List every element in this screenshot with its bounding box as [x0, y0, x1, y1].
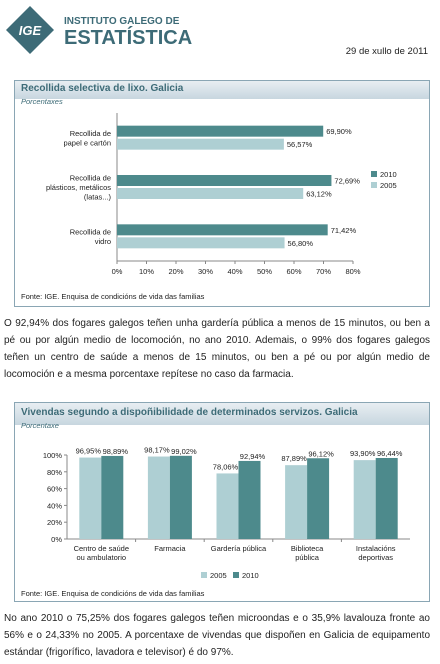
- x-tick-label: 50%: [257, 267, 272, 276]
- bar-2010: [307, 458, 330, 539]
- category-label: (latas...): [84, 193, 112, 202]
- legend-label: 2010: [380, 170, 397, 179]
- bar-2005: [117, 138, 284, 150]
- category-label: Recollida de: [70, 228, 111, 237]
- data-label: 87,89%: [281, 454, 307, 463]
- x-tick-label: 20%: [168, 267, 183, 276]
- x-tick-label: 30%: [198, 267, 213, 276]
- data-label: 56,80%: [288, 239, 314, 248]
- legend-swatch-2005: [371, 182, 377, 188]
- chart-subtitle: Porcentaxes: [21, 97, 63, 106]
- y-tick-label: 60%: [47, 485, 62, 494]
- x-tick-label: 60%: [286, 267, 301, 276]
- bar-2010: [238, 460, 261, 539]
- bar-2005: [216, 473, 239, 539]
- data-label: 63,12%: [306, 190, 332, 199]
- category-label: Farmacia: [154, 544, 186, 553]
- ige-logo: IGE INSTITUTO GALEGO DE ESTATÍSTICA: [4, 4, 204, 56]
- category-label: pública: [295, 553, 320, 562]
- bar-2005: [353, 460, 376, 539]
- chart-header: [15, 81, 429, 99]
- chart-subtitle: Porcentaxe: [21, 421, 59, 430]
- chart-header: [15, 403, 429, 425]
- data-label: 98,89%: [103, 447, 129, 456]
- legend-label: 2010: [242, 571, 259, 580]
- legend-swatch-2010: [233, 572, 239, 578]
- chart2-plot: 0% 20% 40% 60% 80% 100% 96,95% 98,89% Centro de …: [43, 446, 410, 580]
- data-label: 92,94%: [240, 452, 266, 461]
- logo-diamond-icon: [6, 6, 54, 54]
- chart-source: Fonte: IGE. Enquisa de condicións de vid…: [21, 292, 205, 301]
- chart-source: Fonte: IGE. Enquisa de condicións de vid…: [21, 589, 205, 598]
- bar-2010: [101, 455, 124, 539]
- bar-2005: [117, 188, 304, 199]
- x-tick-label: 10%: [139, 267, 154, 276]
- category-label: plásticos, metálicos: [46, 183, 111, 192]
- paragraph-1: O 92,94% dos fogares galegos teñen unha …: [4, 318, 430, 380]
- data-label: 96,95%: [76, 447, 102, 456]
- data-label: 71,42%: [331, 226, 357, 235]
- bar-2010: [169, 455, 192, 539]
- chart1-plot: 0% 10% 20% 30% 40% 50% 60% 70% 80% 69,90% 56,57% Re…: [46, 113, 397, 276]
- data-label: 99,02%: [171, 447, 197, 456]
- bar-2005: [79, 457, 102, 539]
- chart-services-availability: Vivendas segundo a dispoñibilidade de de…: [14, 402, 430, 602]
- y-tick-label: 0%: [51, 535, 62, 544]
- category-label: Recollida de: [70, 174, 111, 183]
- x-tick-label: 40%: [227, 267, 242, 276]
- publication-date: 29 de xullo de 2011: [345, 46, 428, 57]
- logo-line2: ESTATÍSTICA: [64, 26, 192, 49]
- bar-2010: [117, 125, 324, 137]
- legend-label: 2005: [210, 571, 227, 580]
- legend-swatch-2010: [371, 171, 377, 177]
- chart-title: Vivendas segundo a dispoñibilidade de de…: [21, 407, 358, 418]
- category-label: papel e cartón: [63, 138, 111, 147]
- y-tick-label: 20%: [47, 518, 62, 527]
- bar-2005: [117, 237, 285, 249]
- bar-2010: [117, 175, 332, 186]
- category-label: Recollida de: [70, 129, 111, 138]
- y-tick-label: 80%: [47, 468, 62, 477]
- data-label: 98,17%: [144, 446, 170, 455]
- y-tick-label: 40%: [47, 501, 62, 510]
- bar-2010: [117, 224, 328, 236]
- bar-2010: [375, 457, 398, 539]
- data-label: 78,06%: [213, 462, 239, 471]
- x-tick-label: 80%: [345, 267, 360, 276]
- category-label: Gardería pública: [211, 544, 267, 553]
- category-label: vidro: [95, 237, 111, 246]
- bar-2005: [147, 456, 170, 539]
- category-label: ou ambulatorio: [76, 553, 126, 562]
- data-label: 56,57%: [287, 140, 313, 149]
- bar-2005: [285, 465, 308, 539]
- x-tick-label: 70%: [316, 267, 331, 276]
- chart-waste-collection: Recollida selectiva de lixo. Galicia Por…: [14, 80, 430, 307]
- paragraph-2: No ano 2010 o 75,25% dos fogares galegos…: [4, 613, 430, 658]
- x-tick-label: 0%: [112, 267, 123, 276]
- category-label: deportivas: [358, 553, 393, 562]
- data-label: 93,90%: [350, 449, 376, 458]
- chart-title: Recollida selectiva de lixo. Galicia: [21, 83, 184, 94]
- legend-label: 2005: [380, 181, 397, 190]
- data-label: 96,12%: [308, 449, 334, 458]
- logo-abbr: IGE: [19, 23, 42, 38]
- legend-swatch-2005: [201, 572, 207, 578]
- data-label: 69,90%: [326, 127, 352, 136]
- category-label: Biblioteca: [291, 544, 324, 553]
- category-label: Centro de saúde: [74, 544, 129, 553]
- logo-line1: INSTITUTO GALEGO DE: [64, 16, 180, 27]
- category-label: Instalacións: [356, 544, 396, 553]
- data-label: 96,44%: [377, 449, 403, 458]
- y-tick-label: 100%: [43, 451, 63, 460]
- data-label: 72,69%: [334, 177, 360, 186]
